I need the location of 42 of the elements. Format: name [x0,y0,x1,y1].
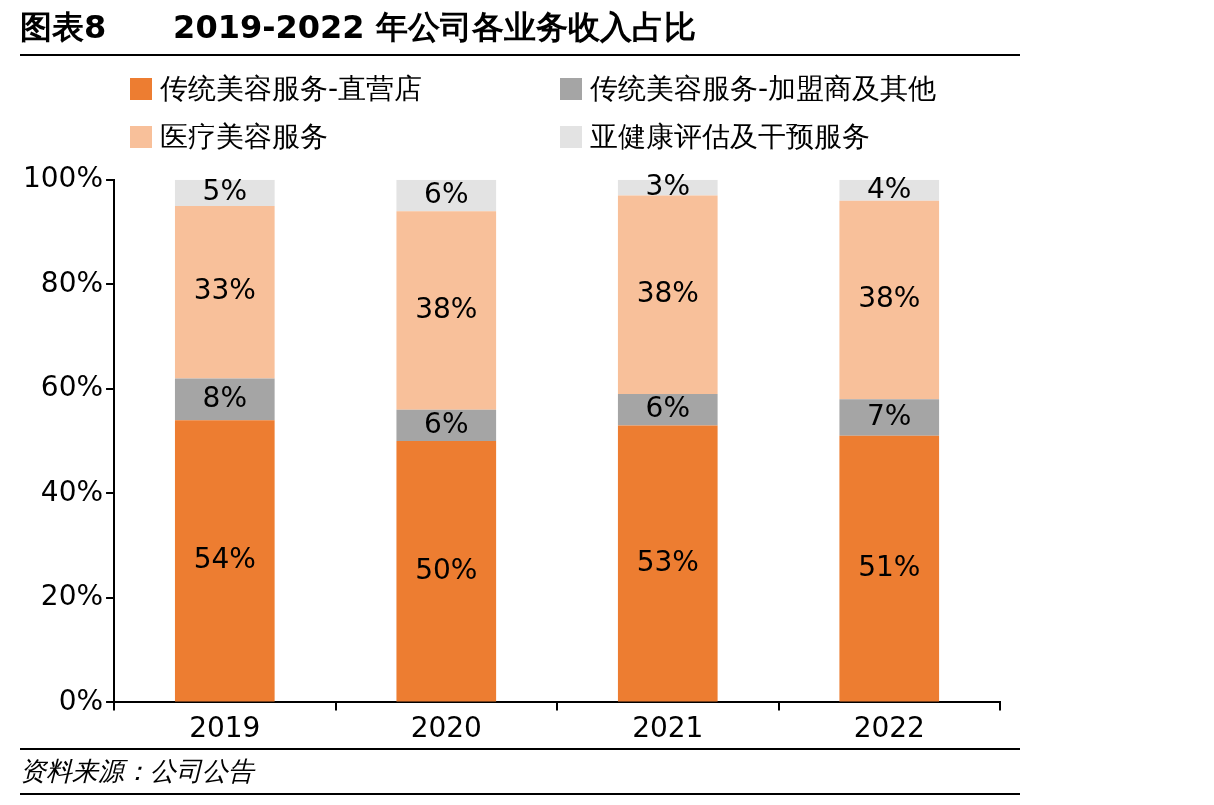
y-tick-label: 80% [40,265,104,299]
data-label: 38% [858,281,921,315]
data-label: 53% [636,544,699,578]
chart-title: 图表8 2019-2022 年公司各业务收入占比 [20,6,1020,56]
bar [617,195,718,395]
legend-label: 传统美容服务-加盟商及其他 [590,71,937,107]
legend-label: 医疗美容服务 [160,119,328,155]
bar [839,200,940,400]
x-tick-label: 2019 [189,711,261,745]
bar [396,441,497,702]
bar [174,378,275,421]
y-tick-label: 60% [40,370,104,404]
y-tick-label: 20% [40,579,104,613]
data-label: 38% [415,291,478,325]
x-tick-label: 2021 [632,711,704,745]
legend-label: 亚健康评估及干预服务 [590,119,870,155]
data-label: 6% [424,176,469,210]
data-label: 33% [193,273,256,307]
y-tick-label: 100% [22,161,104,195]
data-label: 3% [645,168,690,202]
bar [174,205,275,379]
data-label: 4% [867,171,912,205]
data-label: 38% [636,276,699,310]
text: 资料来源：公司公告 [20,748,1020,795]
data-label: 51% [858,549,921,583]
x-tick-label: 2022 [853,711,925,745]
data-label: 54% [193,542,256,576]
bar [839,399,940,436]
data-label: 6% [645,391,690,425]
data-label: 8% [202,380,247,414]
y-tick-label: 0% [58,683,104,717]
data-label: 7% [867,398,912,432]
y-tick-label: 40% [40,474,104,508]
data-label: 6% [424,406,469,440]
data-label: 5% [202,174,247,208]
x-tick-label: 2020 [410,711,482,745]
legend-label: 传统美容服务-直营店 [160,71,423,107]
bar [617,425,718,702]
bar [839,435,940,702]
data-label: 50% [415,552,478,586]
bar [174,420,275,702]
bar [396,211,497,410]
